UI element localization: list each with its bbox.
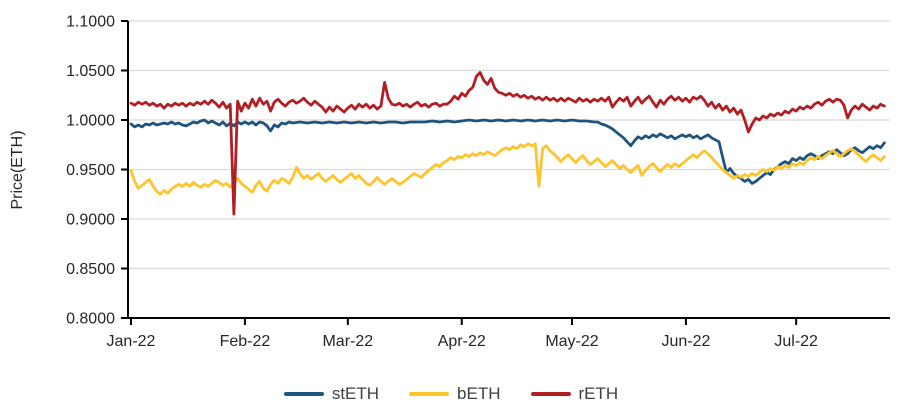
- y-tick-label: 0.8500: [66, 261, 115, 278]
- legend-swatch-steth: [283, 392, 324, 396]
- legend-item-steth: stETH: [283, 384, 380, 404]
- series-line-steth: [129, 118, 886, 185]
- legend: stETH bETH rETH: [0, 384, 902, 404]
- x-tick-label: Jun-22: [661, 333, 710, 350]
- y-tick-label: 1.1000: [66, 14, 115, 31]
- y-axis-title: Price(ETH): [9, 130, 26, 209]
- gridlines: [128, 20, 890, 270]
- series-line-beth: [129, 142, 886, 196]
- x-tick-label: Jul-22: [774, 333, 818, 350]
- axes: [121, 20, 890, 325]
- legend-item-beth: bETH: [409, 384, 501, 404]
- x-tick-label: Jan-22: [107, 333, 156, 350]
- x-tick-label: Apr-22: [438, 333, 486, 350]
- series-line-reth: [129, 71, 886, 216]
- y-tick-label: 0.9000: [66, 212, 115, 229]
- legend-label-beth: bETH: [457, 384, 501, 403]
- tick-labels: 0.8000 0.8500 0.9000 0.9500 1.0000 1.0500 1.10…: [66, 14, 818, 351]
- legend-swatch-beth: [409, 392, 450, 396]
- series-lines: [129, 71, 886, 216]
- legend-label-reth: rETH: [578, 384, 619, 403]
- x-tick-label: May-22: [545, 333, 598, 350]
- x-tick-label: Feb-22: [220, 333, 271, 350]
- x-tick-label: Mar-22: [322, 333, 373, 350]
- legend-label-steth: stETH: [331, 384, 380, 403]
- legend-item-reth: rETH: [530, 384, 619, 404]
- legend-swatch-reth: [530, 392, 571, 396]
- y-tick-label: 0.8000: [66, 311, 115, 328]
- y-tick-label: 1.0500: [66, 63, 115, 80]
- y-tick-label: 1.0000: [66, 113, 115, 130]
- y-tick-label: 0.9500: [66, 162, 115, 179]
